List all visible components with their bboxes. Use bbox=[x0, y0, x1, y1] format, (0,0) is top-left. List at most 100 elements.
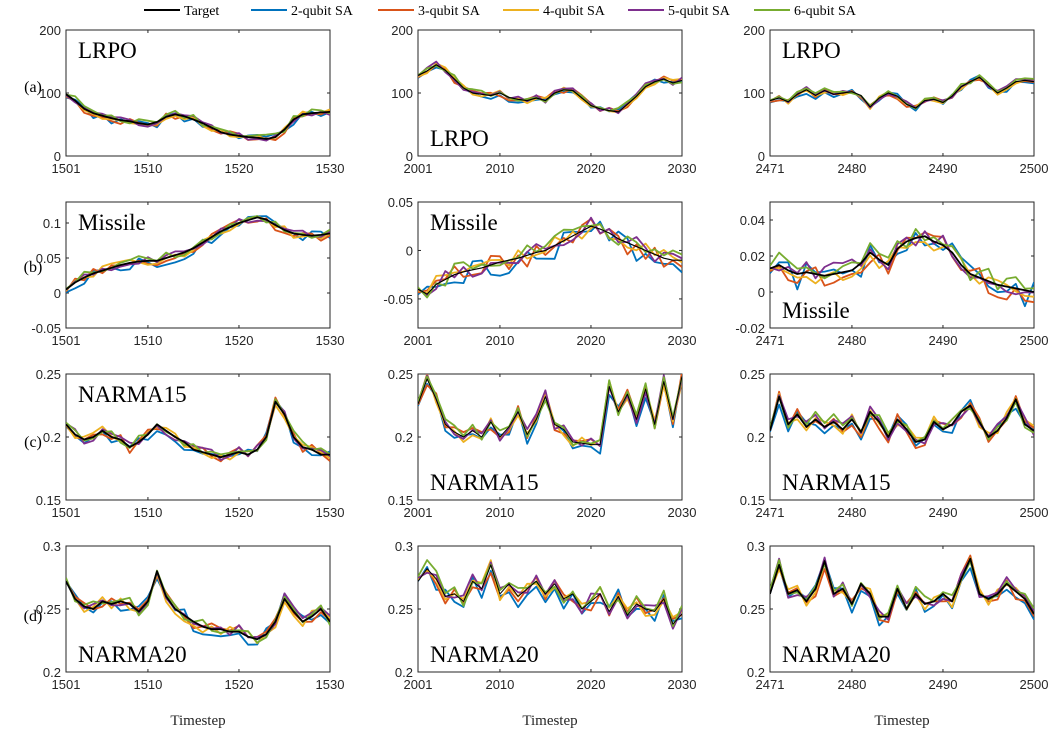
legend-label-2: 2-qubit SA bbox=[291, 4, 354, 19]
y-tick-label: 0.25 bbox=[740, 602, 765, 617]
x-tick-label: 2471 bbox=[756, 333, 785, 348]
x-tick-label: 2010 bbox=[485, 161, 514, 176]
panel-label: NARMA15 bbox=[430, 470, 539, 495]
panel-narma20-r4c2: 2001 2010 2020 2030 0.2 0.25 0.3 NARMA20 bbox=[388, 539, 697, 692]
y-tick-label: 0.25 bbox=[388, 367, 413, 382]
series-line-target bbox=[66, 216, 330, 291]
x-tick-label: 2001 bbox=[404, 677, 433, 692]
y-tick-label: 0.04 bbox=[740, 213, 765, 228]
x-tick-label: 1520 bbox=[225, 161, 254, 176]
y-tick-label: 0.2 bbox=[395, 665, 413, 680]
y-tick-label: 0.3 bbox=[43, 539, 61, 554]
y-tick-label: 0.3 bbox=[395, 539, 413, 554]
panel-label: NARMA15 bbox=[78, 382, 187, 407]
x-tick-label: 1501 bbox=[52, 505, 81, 520]
panel-lrpo-r1c2: 2001 2010 2020 2030 0 100 200 LRPO bbox=[391, 23, 696, 176]
x-tick-label: 2030 bbox=[668, 333, 697, 348]
series-line-4-qubit bbox=[770, 241, 1034, 298]
row-label-c: (c) bbox=[24, 434, 42, 451]
x-axis-label: Timestep bbox=[170, 713, 225, 729]
series-line-target bbox=[770, 76, 1034, 109]
x-axis-label: Timestep bbox=[874, 713, 929, 729]
panel-label: LRPO bbox=[78, 38, 137, 63]
x-tick-label: 2490 bbox=[929, 333, 958, 348]
series-line-4-qubit bbox=[66, 573, 330, 645]
y-tick-label: 0.02 bbox=[740, 249, 765, 264]
series-line-5-qubit bbox=[66, 218, 330, 291]
series-group bbox=[66, 93, 330, 142]
y-tick-label: 0.2 bbox=[43, 665, 61, 680]
x-tick-label: 2490 bbox=[929, 677, 958, 692]
y-tick-label: 0 bbox=[406, 149, 413, 164]
x-tick-label: 1510 bbox=[133, 161, 162, 176]
series-line-2-qubit bbox=[770, 232, 1034, 308]
series-group bbox=[770, 228, 1034, 308]
panel-label: NARMA20 bbox=[78, 642, 187, 667]
legend-label-4: 4-qubit SA bbox=[543, 4, 606, 19]
series-line-target bbox=[418, 376, 682, 446]
x-tick-label: 2010 bbox=[485, 677, 514, 692]
y-tick-label: 0 bbox=[54, 286, 61, 301]
panel-narma20-r4c1: 1501 1510 1520 1530 0.2 0.25 0.3 NARMA20 bbox=[36, 539, 345, 692]
panel-lrpo-r1c1: 1501 1510 1520 1530 0 100 200 LRPO bbox=[39, 23, 344, 176]
y-tick-label: 200 bbox=[39, 23, 61, 38]
x-tick-label: 1530 bbox=[316, 677, 345, 692]
y-tick-label: 200 bbox=[391, 23, 413, 38]
x-axis-label: Timestep bbox=[522, 713, 577, 729]
x-tick-label: 2001 bbox=[404, 161, 433, 176]
x-tick-label: 1520 bbox=[225, 677, 254, 692]
y-tick-label: 0 bbox=[758, 149, 765, 164]
panel-missile-r2c1: 1501 1510 1520 1530 -0.05 0 0.05 0.1 Missile bbox=[31, 201, 345, 348]
x-tick-label: 1520 bbox=[225, 333, 254, 348]
y-tick-label: 100 bbox=[39, 86, 61, 101]
x-tick-label: 2500 bbox=[1020, 333, 1049, 348]
series-line-4-qubit bbox=[770, 77, 1034, 110]
x-tick-label: 2480 bbox=[837, 505, 866, 520]
panel-narma15-r3c2: 2001 2010 2020 2030 0.15 0.2 0.25 NARMA15 bbox=[388, 367, 697, 520]
series-line-target bbox=[770, 557, 1034, 618]
series-group bbox=[66, 569, 330, 646]
series-line-5-qubit bbox=[770, 230, 1034, 296]
x-tick-label: 2471 bbox=[756, 161, 785, 176]
x-tick-label: 2500 bbox=[1020, 505, 1049, 520]
x-tick-label: 2500 bbox=[1020, 161, 1049, 176]
y-tick-label: 100 bbox=[391, 86, 413, 101]
series-line-target bbox=[66, 570, 330, 641]
x-tick-label: 1510 bbox=[133, 333, 162, 348]
series-line-6-qubit bbox=[770, 559, 1034, 620]
y-tick-label: 0.2 bbox=[395, 430, 413, 445]
y-tick-label: -0.02 bbox=[735, 321, 765, 336]
series-group bbox=[418, 374, 682, 455]
panel-missile-r2c2: 2001 2010 2020 2030 -0.05 0 0.05 Missile bbox=[383, 195, 696, 348]
x-tick-label: 2020 bbox=[577, 161, 606, 176]
panel-narma20-r4c3: 2471 2480 2490 2500 0.2 0.25 0.3 NARMA20 bbox=[740, 539, 1049, 692]
row-label-a: (a) bbox=[24, 79, 42, 96]
x-tick-label: 2490 bbox=[929, 161, 958, 176]
x-tick-label: 2030 bbox=[668, 161, 697, 176]
legend-label-3: 3-qubit SA bbox=[418, 4, 481, 19]
y-tick-label: 100 bbox=[743, 86, 765, 101]
x-tick-label: 2030 bbox=[668, 505, 697, 520]
panel-label: Missile bbox=[78, 210, 146, 235]
legend-label-1: Target bbox=[184, 4, 219, 19]
y-tick-label: 0.3 bbox=[747, 539, 765, 554]
y-tick-label: 0.15 bbox=[388, 493, 413, 508]
panel-label: NARMA20 bbox=[430, 642, 539, 667]
series-line-6-qubit bbox=[66, 93, 330, 138]
row-label-b: (b) bbox=[24, 259, 43, 276]
x-tick-label: 1501 bbox=[52, 677, 81, 692]
x-tick-label: 2010 bbox=[485, 505, 514, 520]
series-line-target bbox=[418, 64, 682, 113]
y-tick-label: 0.25 bbox=[36, 367, 61, 382]
y-tick-label: 0 bbox=[758, 285, 765, 300]
series-line-6-qubit bbox=[66, 569, 330, 644]
y-tick-label: 0.2 bbox=[747, 665, 765, 680]
series-group bbox=[770, 554, 1034, 627]
series-group bbox=[418, 216, 682, 299]
x-tick-label: 1530 bbox=[316, 333, 345, 348]
panel-narma15-r3c3: 2471 2480 2490 2500 0.15 0.2 0.25 NARMA15 bbox=[740, 367, 1049, 520]
axes-box bbox=[65, 201, 331, 329]
y-tick-label: 0.25 bbox=[36, 602, 61, 617]
series-line-5-qubit bbox=[418, 561, 682, 630]
series-line-5-qubit bbox=[418, 216, 682, 297]
